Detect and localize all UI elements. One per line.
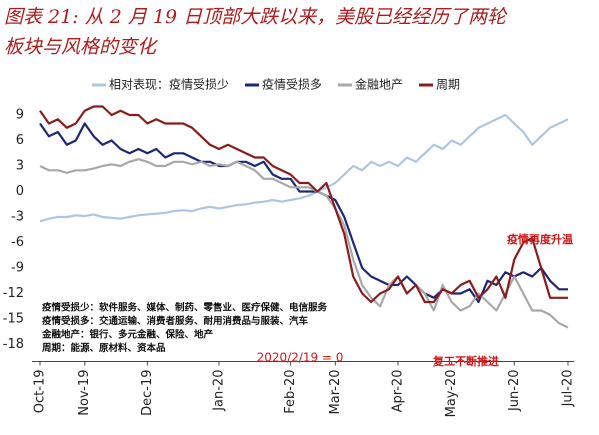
note: 疫情受损多：交通运输、消费者服务、耐用消费品与服装、汽车	[42, 315, 309, 327]
legend-label: 疫情受损多	[262, 77, 322, 92]
x-tick-label: Oct-19	[33, 370, 48, 414]
legend-label: 金融地产	[355, 77, 403, 92]
note: 金融地产：银行、多元金融、保险、地产	[41, 329, 214, 341]
x-tick-label: Feb-20	[283, 370, 298, 414]
series-line	[39, 122, 568, 304]
x-tick-label: Mar-20	[328, 370, 343, 415]
x-tick-label: Apr-20	[390, 370, 405, 413]
y-tick-label: 6	[16, 133, 24, 148]
chart-title: 图表 21: 从 2 月 19 日顶部大跌以来，美股已经经历了两轮板块与风格的变…	[4, 6, 507, 58]
y-tick-label: -12	[3, 286, 24, 301]
y-tick-label: -15	[3, 312, 24, 327]
y-tick-label: 3	[16, 159, 24, 174]
y-tick-label: -9	[11, 261, 24, 276]
y-tick-label: -6	[11, 235, 24, 250]
note: 周期：能源、原材料、资本品	[42, 342, 166, 354]
x-tick-label: May-20	[444, 370, 459, 418]
annotation: 复工不断推进	[432, 354, 499, 368]
y-tick-label: 0	[16, 184, 24, 199]
series-line	[39, 105, 568, 304]
x-tick-label: Jul-20	[561, 370, 576, 408]
legend-label: 周期	[436, 78, 460, 92]
annotation: 2020/2/19 = 0	[257, 351, 344, 365]
y-tick-label: 9	[16, 108, 24, 123]
note: 疫情受损少：软件服务、媒体、制药、零售业、医疗保健、电信服务	[42, 302, 328, 314]
series-line	[39, 113, 569, 223]
legend-label: 相对表现：疫情受损少	[109, 77, 229, 92]
y-tick-label: -3	[11, 210, 24, 225]
x-tick-label: Nov-19	[77, 370, 92, 416]
x-tick-label: Dec-19	[140, 370, 155, 416]
x-tick-label: Jan-20	[211, 370, 226, 412]
annotation: 疫情再度升温	[507, 232, 573, 246]
x-tick-label: Jun-20	[507, 370, 522, 413]
y-tick-label: -18	[3, 337, 24, 352]
